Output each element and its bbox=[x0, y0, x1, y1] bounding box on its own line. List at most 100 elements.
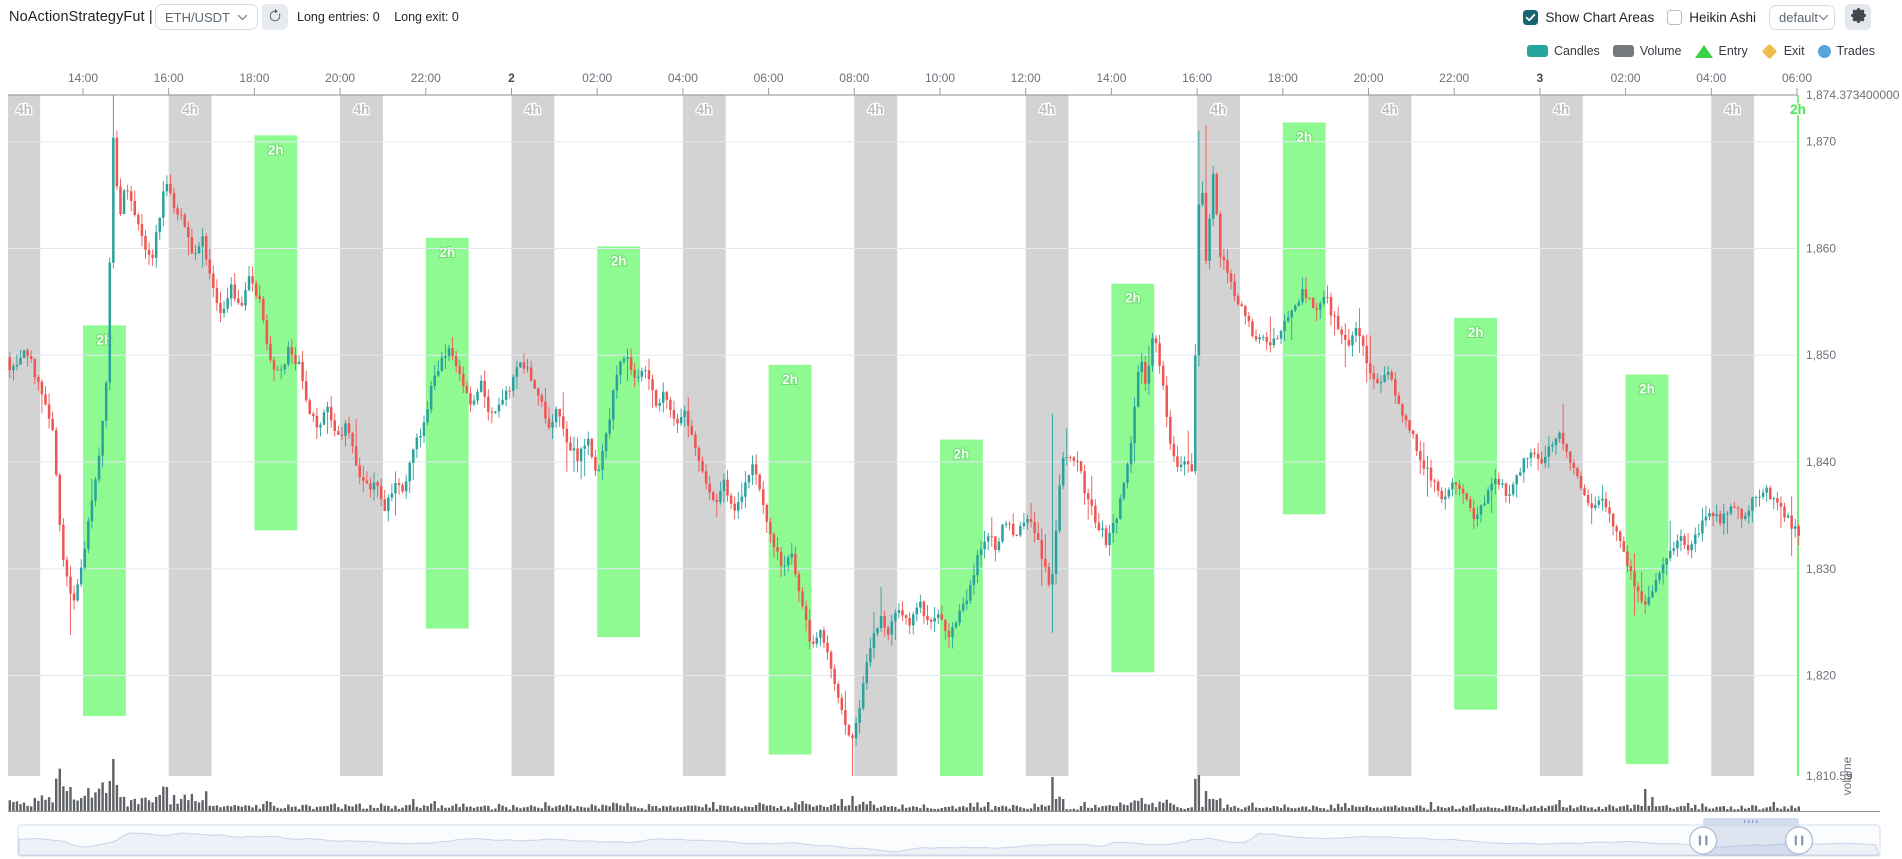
legend-item-entry[interactable]: Entry bbox=[1694, 44, 1748, 58]
legend-label: Exit bbox=[1783, 44, 1805, 58]
legend-item-volume[interactable]: Volume bbox=[1612, 44, 1682, 58]
svg-text:3: 3 bbox=[1537, 71, 1544, 85]
svg-text:16:00: 16:00 bbox=[1182, 71, 1212, 85]
svg-text:14:00: 14:00 bbox=[68, 71, 98, 85]
svg-text:4h: 4h bbox=[525, 102, 541, 117]
svg-text:18:00: 18:00 bbox=[239, 71, 269, 85]
exit-diamond-icon bbox=[1761, 43, 1777, 59]
price-tick-label: 1,830 bbox=[1806, 562, 1836, 576]
svg-text:02:00: 02:00 bbox=[1611, 71, 1641, 85]
show-chart-areas-label[interactable]: Show Chart Areas bbox=[1545, 9, 1655, 25]
price-axis: 1,874.373400000 1,870 1,860 1,850 1,840 1,830… bbox=[1806, 88, 1900, 795]
svg-text:22:00: 22:00 bbox=[1439, 71, 1469, 85]
candles-layer bbox=[8, 95, 1801, 776]
svg-text:4h: 4h bbox=[182, 102, 198, 117]
price-tick-label: 1,840 bbox=[1806, 455, 1836, 469]
svg-text:02:00: 02:00 bbox=[582, 71, 612, 85]
heikin-ashi-checkbox[interactable] bbox=[1667, 9, 1683, 25]
legend-label: Candles bbox=[1553, 44, 1600, 58]
price-tick-label: 1,860 bbox=[1806, 241, 1836, 255]
price-tick-label: 1,850 bbox=[1806, 348, 1836, 362]
price-tick-label: 1,870 bbox=[1806, 135, 1836, 149]
svg-text:2h: 2h bbox=[1639, 381, 1655, 396]
settings-button[interactable] bbox=[1845, 4, 1871, 30]
time-axis: 14:00 16:00 18:00 20:00 22:00 2 02:00 04:00 06:0… bbox=[8, 71, 1812, 96]
refresh-icon bbox=[268, 8, 282, 26]
svg-text:22:00: 22:00 bbox=[411, 71, 441, 85]
legend-label: Trades bbox=[1836, 44, 1875, 58]
gridlines-layer bbox=[8, 141, 1797, 677]
svg-text:08:00: 08:00 bbox=[839, 71, 869, 85]
svg-text:06:00: 06:00 bbox=[754, 71, 784, 85]
long-exit-count: Long exit: 0 bbox=[394, 10, 459, 24]
svg-text:2h: 2h bbox=[439, 245, 455, 260]
svg-text:4h: 4h bbox=[354, 102, 370, 117]
svg-text:4h: 4h bbox=[1553, 102, 1569, 117]
svg-text:10:00: 10:00 bbox=[925, 71, 955, 85]
svg-text:18:00: 18:00 bbox=[1268, 71, 1298, 85]
areas-4h-layer: 4h 4h 4h 4h 4h 4h 4h 4h 4h 4h 4h bbox=[8, 95, 1755, 776]
volume-layer bbox=[8, 759, 1880, 812]
svg-text:14:00: 14:00 bbox=[1096, 71, 1126, 85]
datazoom-series-silhouette bbox=[18, 832, 1880, 856]
svg-text:20:00: 20:00 bbox=[325, 71, 355, 85]
entry-triangle-icon bbox=[1694, 44, 1713, 58]
svg-text:2h: 2h bbox=[1125, 291, 1141, 306]
svg-text:2h: 2h bbox=[1296, 129, 1312, 144]
svg-text:2h: 2h bbox=[782, 372, 798, 387]
plot-config-value: default bbox=[1779, 9, 1819, 25]
trades-circle-icon bbox=[1817, 44, 1831, 58]
svg-text:04:00: 04:00 bbox=[1696, 71, 1726, 85]
svg-text:06:00: 06:00 bbox=[1782, 71, 1812, 85]
legend-item-candles[interactable]: Candles bbox=[1526, 44, 1600, 58]
svg-text:2h: 2h bbox=[611, 253, 627, 268]
volume-swatch-icon bbox=[1612, 45, 1634, 57]
price-min-label: 1,810.59 bbox=[1806, 769, 1853, 783]
datazoom-right-handle[interactable] bbox=[1784, 826, 1814, 855]
strategy-title: NoActionStrategyFut | 5m bbox=[9, 9, 178, 25]
svg-text:2h: 2h bbox=[954, 447, 970, 462]
svg-text:4h: 4h bbox=[16, 102, 32, 117]
pair-select[interactable]: ETH/USDT bbox=[155, 4, 258, 30]
svg-text:4h: 4h bbox=[1211, 102, 1227, 117]
pair-select-value: ETH/USDT bbox=[165, 9, 230, 25]
long-entries-count: Long entries: 0 bbox=[297, 10, 380, 24]
svg-text:2h: 2h bbox=[268, 142, 284, 157]
check-icon bbox=[1526, 13, 1536, 21]
svg-text:2h: 2h bbox=[1468, 325, 1484, 340]
svg-text:2: 2 bbox=[508, 71, 515, 85]
chevron-down-icon bbox=[237, 10, 248, 25]
datazoom-left-handle[interactable] bbox=[1688, 826, 1718, 855]
top-toolbar: NoActionStrategyFut | 5m ETH/USDT Long e… bbox=[0, 0, 1902, 34]
svg-text:2h: 2h bbox=[1790, 102, 1806, 117]
svg-text:4h: 4h bbox=[1725, 102, 1741, 117]
svg-text:4h: 4h bbox=[868, 102, 884, 117]
datazoom-slider[interactable] bbox=[17, 818, 1881, 857]
datazoom-move-handle[interactable] bbox=[1703, 818, 1800, 825]
legend-label: Entry bbox=[1718, 44, 1748, 58]
legend-label: Volume bbox=[1639, 44, 1682, 58]
svg-text:4h: 4h bbox=[1382, 102, 1398, 117]
price-tick-label: 1,820 bbox=[1806, 669, 1836, 683]
chart-options: Show Chart Areas Heikin Ashi default bbox=[1523, 4, 1871, 30]
svg-text:04:00: 04:00 bbox=[668, 71, 698, 85]
refresh-button[interactable] bbox=[262, 4, 288, 30]
show-chart-areas-checkbox[interactable] bbox=[1523, 9, 1539, 25]
trade-counters: Long entries: 0 Long exit: 0 bbox=[297, 10, 459, 24]
plot-config-select[interactable]: default bbox=[1769, 4, 1835, 30]
gear-icon bbox=[1850, 8, 1866, 26]
svg-text:4h: 4h bbox=[696, 102, 712, 117]
heikin-ashi-label[interactable]: Heikin Ashi bbox=[1689, 9, 1756, 25]
datazoom-window[interactable] bbox=[1703, 825, 1800, 856]
legend-item-exit[interactable]: Exit bbox=[1761, 43, 1805, 59]
svg-text:20:00: 20:00 bbox=[1353, 71, 1383, 85]
price-max-label: 1,874.373400000 bbox=[1806, 88, 1900, 102]
chevron-down-icon bbox=[1818, 10, 1829, 25]
candles-swatch-icon bbox=[1526, 45, 1548, 57]
chart-legend: Candles Volume Entry Exit Trades bbox=[1526, 40, 1875, 62]
legend-item-trades[interactable]: Trades bbox=[1817, 44, 1875, 58]
svg-text:4h: 4h bbox=[1039, 102, 1055, 117]
